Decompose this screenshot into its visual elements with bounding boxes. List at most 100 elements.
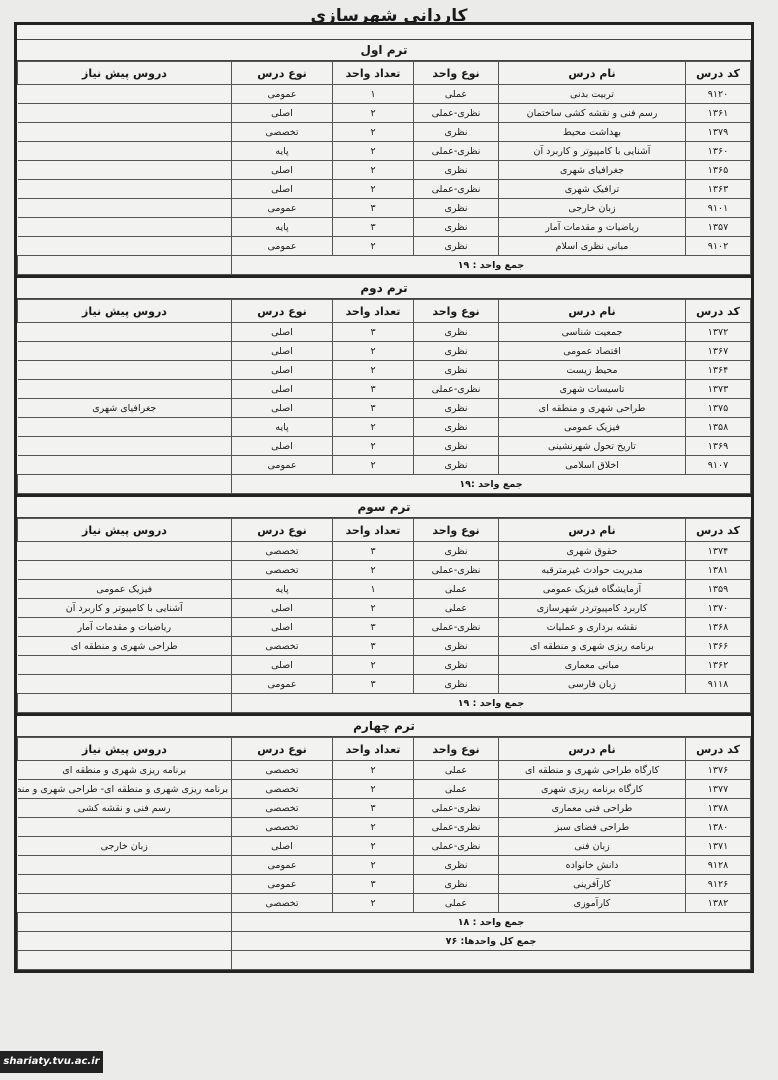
table-row: ۱۳۶۶ برنامه ریزی شهری و منطقه ای نظری ۳ تخصص… [17,636,751,656]
cell-units: ۱ [332,84,414,104]
cell-name: نقشه برداری و عملیات [498,617,686,637]
cell-name: حقوق شهری [498,541,686,561]
cell-unit_type: عملی [413,84,499,104]
cell-code: ۱۳۷۵ [685,398,751,418]
cell-name: اخلاق اسلامی [498,455,686,475]
cell-prereq [17,360,232,380]
cell-course_type: اصلی [231,436,333,456]
cell-units: ۲ [332,236,414,256]
cell-name: تربیت بدنی [498,84,686,104]
cell-course_type: عمومی [231,674,333,694]
cell-units: ۳ [332,379,414,399]
table-row: ۹۱۱۸ زبان فارسی نظری ۳ عمومی [17,674,751,694]
cell-prereq: برنامه ریزی شهری و منطقه ای- طراحی شهری … [17,779,232,799]
cell-units: ۱ [332,579,414,599]
cell-course_type: اصلی [231,341,333,361]
cell-units: ۳ [332,798,414,818]
table-row: ۱۳۶۸ نقشه برداری و عملیات نظری-عملی ۳ اصلی ری… [17,617,751,637]
column-header-units: تعداد واحد [332,61,414,85]
cell-course_type: تخصصی [231,798,333,818]
cell-name: کارآموزی [498,893,686,913]
cell-units: ۲ [332,760,414,780]
column-header-name: نام درس [498,737,686,761]
cell-units: ۳ [332,217,414,237]
cell-code: ۹۱۲۰ [685,84,751,104]
cell-code: ۱۳۷۱ [685,836,751,856]
table-row: ۹۱۰۷ اخلاق اسلامی نظری ۲ عمومی [17,455,751,475]
cell-prereq [17,855,232,875]
cell-course_type: تخصصی [231,779,333,799]
cell-unit_type: نظری [413,236,499,256]
cell-name: مدیریت حوادث غیرمترقبه [498,560,686,580]
table-row: ۹۱۲۰ تربیت بدنی عملی ۱ عمومی [17,84,751,104]
column-header-name: نام درس [498,61,686,85]
cell-unit_type: نظری-عملی [413,836,499,856]
cell-course_type: عمومی [231,198,333,218]
cell-code: ۱۳۷۴ [685,541,751,561]
cell-code: ۱۳۷۶ [685,760,751,780]
cell-code: ۹۱۱۸ [685,674,751,694]
cell-code: ۱۳۷۷ [685,779,751,799]
cell-unit_type: نظری [413,198,499,218]
cell-name: کارگاه طراحی شهری و منطقه ای [498,760,686,780]
cell-unit_type: نظری [413,655,499,675]
cell-code: ۱۳۵۷ [685,217,751,237]
cell-code: ۱۳۸۰ [685,817,751,837]
cell-course_type: پایه [231,579,333,599]
cell-course_type: تخصصی [231,893,333,913]
term-total-row: جمع واحد : ۱۹ [17,255,751,275]
cell-prereq [17,84,232,104]
cell-course_type: اصلی [231,179,333,199]
cell-name: زبان فنی [498,836,686,856]
cell-code: ۹۱۰۷ [685,455,751,475]
cell-course_type: پایه [231,217,333,237]
column-header-units: تعداد واحد [332,518,414,542]
cell-prereq [17,322,232,342]
cell-units: ۲ [332,360,414,380]
cell-prereq [17,198,232,218]
cell-unit_type: نظری-عملی [413,817,499,837]
cell-prereq [17,874,232,894]
cell-unit_type: نظری [413,322,499,342]
cell-course_type: اصلی [231,103,333,123]
cell-prereq [17,655,232,675]
table-row: ۱۳۶۴ محیط زیست نظری ۲ اصلی [17,360,751,380]
course-table: کد درس نام درس نوع واحد تعداد واحد نوع درس در… [17,61,751,275]
cell-course_type: عمومی [231,84,333,104]
cell-name: کارآفرینی [498,874,686,894]
table-header-row: کد درس نام درس نوع واحد تعداد واحد نوع درس در… [17,61,751,85]
column-header-course_type: نوع درس [231,299,333,323]
cell-code: ۱۳۷۸ [685,798,751,818]
table-row: ۹۱۲۸ دانش خانواده نظری ۲ عمومی [17,855,751,875]
cell-name: ترافیک شهری [498,179,686,199]
cell-name: تاسیسات شهری [498,379,686,399]
table-row: ۱۳۶۱ رسم فنی و نقشه کشی ساختمان نظری-عملی ۲… [17,103,751,123]
cell-course_type: تخصصی [231,122,333,142]
term-title: ترم سوم [17,497,751,518]
cell-name: تاریخ تحول شهرنشینی [498,436,686,456]
cell-name: اقتصاد عمومی [498,341,686,361]
cell-code: ۱۳۷۰ [685,598,751,618]
cell-unit_type: نظری [413,455,499,475]
cell-course_type: اصلی [231,836,333,856]
cell-course_type: پایه [231,141,333,161]
cell-unit_type: عملی [413,779,499,799]
cell-units: ۳ [332,198,414,218]
course-table: کد درس نام درس نوع واحد تعداد واحد نوع درس در… [17,299,751,494]
cell-code: ۱۳۶۷ [685,341,751,361]
cell-units: ۲ [332,122,414,142]
document-title: کاردانی شهرسازی [310,6,468,26]
cell-units: ۲ [332,817,414,837]
cell-prereq: ریاضیات و مقدمات آمار [17,617,232,637]
cell-course_type: پایه [231,417,333,437]
cell-course_type: اصلی [231,398,333,418]
table-row: ۹۱۰۲ مبانی نظری اسلام نظری ۲ عمومی [17,236,751,256]
cell-course_type: عمومی [231,455,333,475]
cell-unit_type: نظری [413,874,499,894]
cell-prereq: زبان خارجی [17,836,232,856]
cell-units: ۳ [332,874,414,894]
cell-course_type: تخصصی [231,560,333,580]
cell-name: طراحی فنی معماری [498,798,686,818]
cell-units: ۲ [332,417,414,437]
table-row: ۱۳۵۸ فیزیک عمومی نظری ۲ پایه [17,417,751,437]
